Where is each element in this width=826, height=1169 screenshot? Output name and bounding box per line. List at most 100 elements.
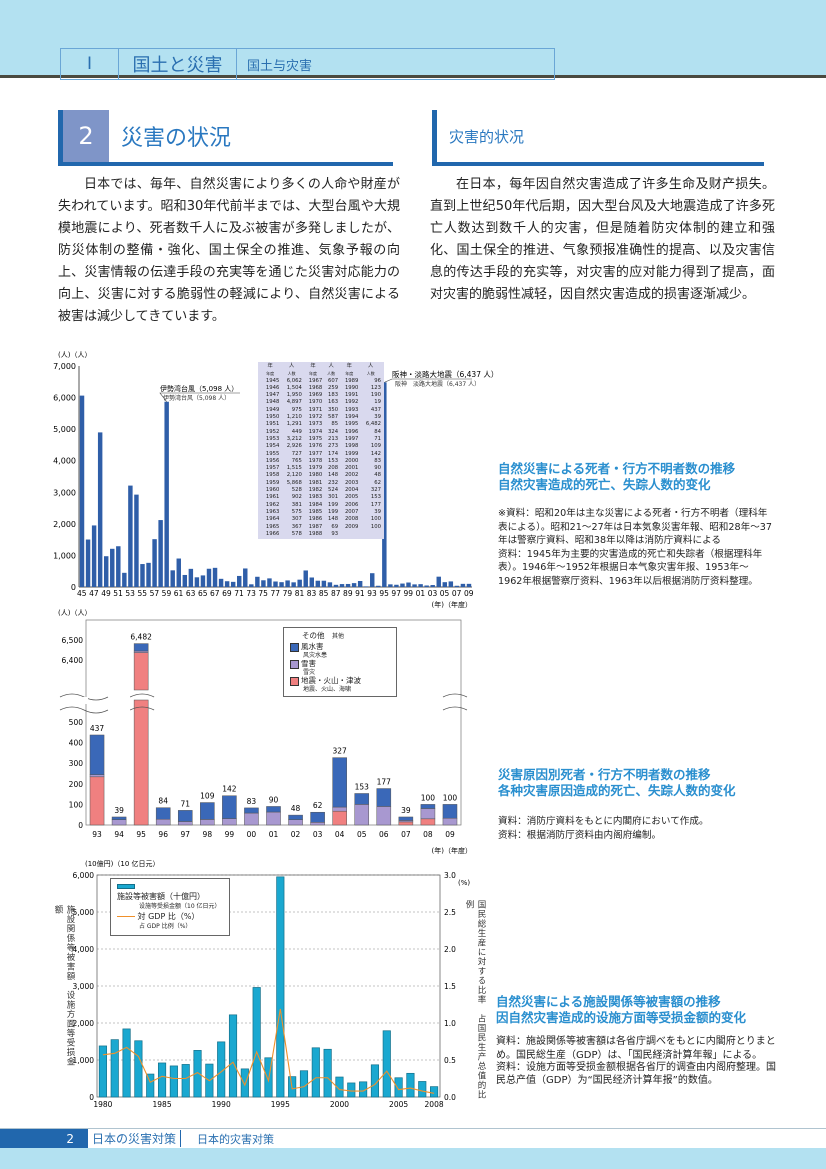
table-row: 1961 902 1983 301 2005 153 <box>260 494 382 501</box>
table-value: 69 <box>331 523 339 530</box>
bar-1986 <box>169 1065 178 1098</box>
data-label: 153 <box>355 782 370 791</box>
x-tick-label: 06 <box>379 830 389 839</box>
bar-1983 <box>134 1040 143 1098</box>
bar-1987 <box>181 1064 190 1098</box>
legend-snow-zh: 雪灾 <box>303 669 316 676</box>
bar-1977 <box>273 581 278 587</box>
x-axis-unit: (年)（年度） <box>432 846 472 855</box>
y-axis-unit: (人)（人） <box>58 351 91 359</box>
table-value: 100 <box>370 516 381 523</box>
bar-segment-96 <box>155 807 171 820</box>
bar-segment-93 <box>89 776 105 826</box>
bar-1989 <box>205 1063 214 1098</box>
legend-gdp: 対 GDP 比（%） <box>137 912 200 921</box>
x-tick-label: 2008 <box>425 1100 444 1109</box>
section-number: 2 <box>63 110 109 162</box>
bar-1956 <box>146 562 151 587</box>
table-year: 1974 <box>308 428 323 435</box>
table-row: 1958 2,120 1980 148 2002 48 <box>260 472 382 479</box>
table-value: 183 <box>327 392 339 399</box>
table-year: 2008 <box>344 516 359 523</box>
table-year: 1971 <box>308 406 323 413</box>
table-value: 528 <box>291 487 302 494</box>
bar-1946 <box>85 539 91 587</box>
x-tick-label: 91 <box>355 589 365 598</box>
bar-1980 <box>291 582 296 587</box>
x-tick-label: 1990 <box>212 1100 231 1109</box>
legend-swatch-storm <box>290 642 299 652</box>
legend-quake: 地震・火山・津波 <box>301 676 361 685</box>
caption-2-title-zh: 各种灾害原因造成的死亡、失踪人数的变化 <box>498 783 736 798</box>
annotation-ja: 伊勢湾台風（5,098 人） <box>160 384 238 393</box>
bar-1988 <box>193 1050 202 1098</box>
table-value: 1,210 <box>286 414 302 421</box>
table-year: 2007 <box>344 508 359 515</box>
plot-frame <box>85 619 462 826</box>
bar-1970 <box>230 581 236 587</box>
table-row: 1960 528 1982 524 2004 327 <box>260 487 382 494</box>
x-tick-label: 87 <box>331 589 341 598</box>
table-year: 1962 <box>265 501 280 508</box>
x-tick-label: 99 <box>225 830 235 839</box>
bar-1971 <box>237 575 242 587</box>
caption-2-note-ja: 資料：消防庁資料をもとに内閣府において作成。 <box>498 816 709 827</box>
x-tick-label: 07 <box>401 830 411 839</box>
table-value: 975 <box>291 406 302 413</box>
table-value: 578 <box>291 530 302 537</box>
legend-swatch-snow <box>290 659 299 669</box>
table-row: 1966 578 1988 93 <box>260 531 382 538</box>
x-tick-label: 94 <box>114 830 124 839</box>
section-heading-zh: 灾害的状况 <box>432 110 764 166</box>
table-year: 1967 <box>308 377 323 384</box>
legend-storm-zh: 风灾水患 <box>303 652 328 659</box>
bar-2000 <box>412 584 417 587</box>
bar-2007 <box>454 585 460 587</box>
bar-1945 <box>79 395 85 587</box>
table-row: 1946 1,504 1968 259 1990 123 <box>260 385 382 392</box>
table-header: 年 <box>346 363 352 369</box>
x-tick-label: 61 <box>174 589 184 598</box>
legend-damage: 施設等被害額（十億円） <box>117 892 205 901</box>
bar-2004 <box>382 1030 391 1098</box>
table-value: 367 <box>291 523 302 530</box>
annotation-leader <box>384 378 472 383</box>
bar-1949 <box>103 556 109 587</box>
bar-1975 <box>261 580 266 587</box>
table-row: 1959 5,868 1981 232 2003 62 <box>260 480 382 487</box>
bar-segment-95 <box>133 643 149 652</box>
table-value: 607 <box>327 377 339 384</box>
bar-1953 <box>128 485 133 587</box>
chapter-title-zh: 国土与灾害 <box>247 58 313 74</box>
table-value: 350 <box>327 406 339 413</box>
bar-segment-04 <box>332 757 347 808</box>
data-label: 100 <box>421 793 436 802</box>
table-subheader: 年度 <box>309 371 318 377</box>
bar-2001 <box>418 584 423 587</box>
bar-2006 <box>448 581 454 587</box>
table-row: 1951 1,291 1973 85 1995 6,482 <box>260 421 382 428</box>
y-right-tick-label: 2.5 <box>444 908 456 917</box>
x-tick-label: 47 <box>89 589 99 598</box>
axis-break-gap <box>62 697 88 704</box>
legend-gdp-zh: 占 GDP 比例（%） <box>139 923 192 930</box>
bar-1990 <box>351 583 357 587</box>
x-tick-label: 1980 <box>93 1100 112 1109</box>
bar-1985 <box>321 580 327 587</box>
footer-title-zh: 日本的灾害对策 <box>197 1132 275 1146</box>
y-tick-label: 6,500 <box>62 636 84 645</box>
y-right-tick-label: 0.5 <box>444 1056 456 1065</box>
table-year: 1997 <box>344 435 359 442</box>
table-row: 1952 449 1974 324 1996 84 <box>260 429 382 436</box>
table-year: 1949 <box>265 406 280 413</box>
bar-1963 <box>188 568 194 587</box>
bar-segment-00 <box>244 807 259 814</box>
bar-segment-99 <box>222 818 237 826</box>
page-footer: 2 日本の災害対策 日本的灾害对策 <box>0 1128 826 1148</box>
table-year: 2004 <box>344 487 359 494</box>
y-tick-label: 2,000 <box>53 520 76 529</box>
chart3-left-axis-title: 施設関係等被害額 设施方面等受损金额 <box>53 905 75 1067</box>
table-value: 148 <box>327 472 339 479</box>
bar-1991 <box>228 1014 238 1098</box>
table-value: 48 <box>374 472 381 479</box>
